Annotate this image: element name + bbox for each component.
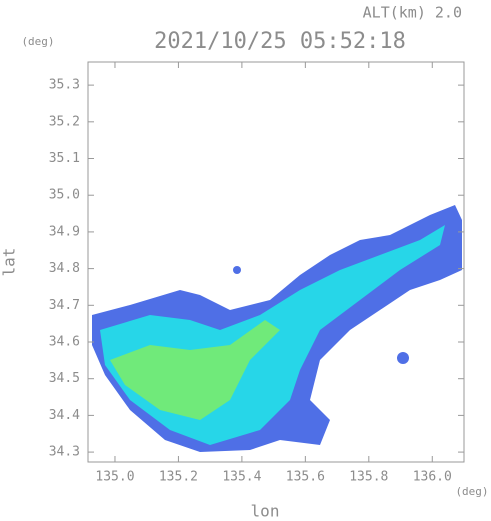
- x-tick-label: 135.4: [222, 470, 261, 485]
- x-unit: (deg): [455, 485, 488, 498]
- y-tick-label: 34.4: [49, 408, 80, 423]
- y-tick-label: 35.1: [49, 151, 80, 166]
- timestamp: 2021/10/25 05:52:18: [154, 29, 406, 54]
- y-tick-label: 35.2: [49, 114, 80, 129]
- y-tick-label: 34.3: [49, 445, 80, 460]
- altitude: ALT(km) 2.0: [363, 4, 462, 22]
- x-tick-label: 136.0: [413, 470, 452, 485]
- plot-frame: [87, 61, 465, 463]
- y-axis-label: lat: [0, 248, 19, 277]
- y-tick-label: 34.6: [49, 335, 80, 350]
- x-tick-label: 135.8: [349, 470, 388, 485]
- y-unit: (deg): [21, 35, 54, 48]
- echo: [92, 205, 462, 452]
- x-tick-label: 135.6: [286, 470, 325, 485]
- y-tick-label: 35.0: [49, 188, 80, 203]
- x-tick-label: 135.2: [159, 470, 198, 485]
- x-tick-label: 135.0: [95, 470, 134, 485]
- y-tick-label: 34.5: [49, 371, 80, 386]
- x-axis-label: lon: [251, 502, 280, 521]
- y-tick-label: 35.3: [49, 78, 80, 93]
- y-tick-label: 34.9: [49, 224, 80, 239]
- y-tick-label: 34.8: [49, 261, 80, 276]
- y-tick-label: 34.7: [49, 298, 80, 313]
